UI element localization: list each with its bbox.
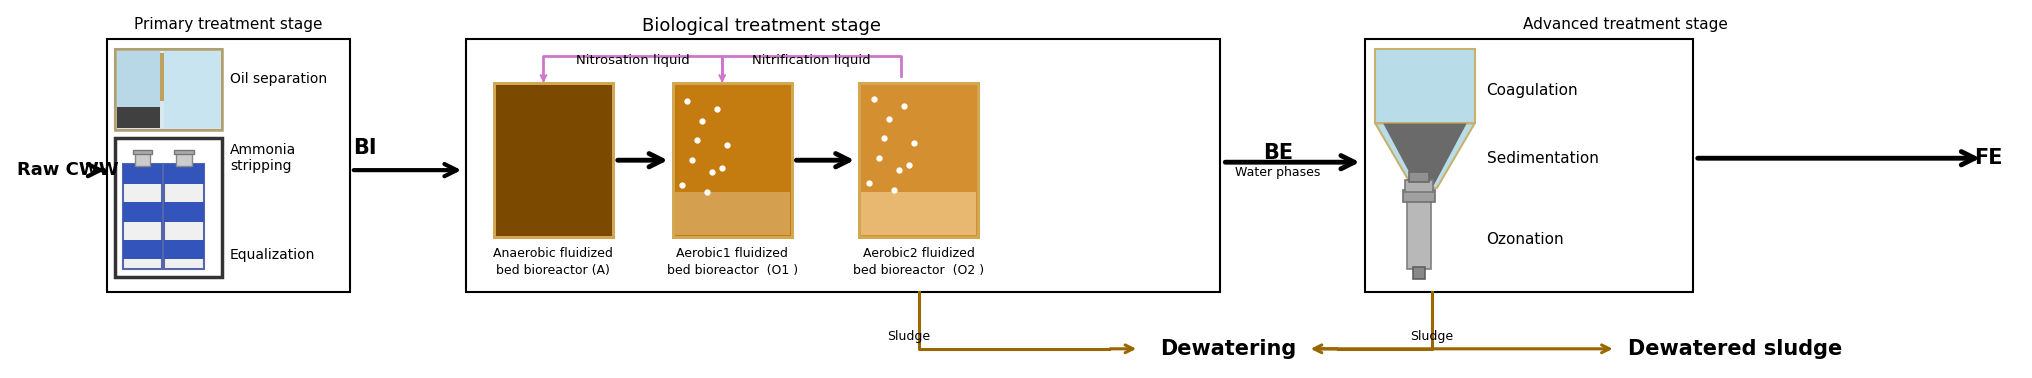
Bar [165,202,203,222]
Bar [165,164,203,270]
Polygon shape [1384,124,1467,185]
Text: Coagulation: Coagulation [1487,83,1579,98]
Bar [122,164,163,184]
Bar [165,51,219,129]
Bar [860,83,977,237]
Bar [177,152,193,166]
Text: Nitrosation liquid: Nitrosation liquid [575,54,689,67]
Bar [116,107,161,129]
Bar [1404,180,1433,192]
Bar [165,240,203,259]
Bar [175,150,195,154]
Polygon shape [1376,124,1475,188]
Bar [862,192,975,235]
Text: Sedimentation: Sedimentation [1487,151,1599,166]
Bar [122,164,163,270]
Text: Nitrification liquid: Nitrification liquid [752,54,872,67]
Bar [1406,200,1431,270]
Bar [673,83,792,237]
Bar [673,83,792,237]
Bar [114,138,221,277]
Text: BE: BE [1264,143,1292,163]
Text: Sludge: Sludge [1410,330,1453,343]
Text: Advanced treatment stage: Advanced treatment stage [1524,17,1727,32]
Text: Water phases: Water phases [1235,166,1321,179]
Bar [1376,49,1475,124]
Bar [494,83,614,237]
Bar [165,164,203,184]
Bar [1412,267,1424,279]
Text: Ammonia
stripping: Ammonia stripping [230,143,297,174]
Bar [161,53,165,101]
Text: BI: BI [354,138,376,158]
Text: Biological treatment stage: Biological treatment stage [642,17,882,35]
Bar [1404,190,1435,202]
Bar [114,49,221,130]
Bar [108,39,350,292]
Text: Raw CWW: Raw CWW [18,161,120,179]
Text: Ozonation: Ozonation [1487,232,1565,247]
Text: Primary treatment stage: Primary treatment stage [134,17,323,32]
Bar [465,39,1221,292]
Bar [132,150,152,154]
Text: Anaerobic fluidized
bed bioreactor (A): Anaerobic fluidized bed bioreactor (A) [494,246,614,277]
Bar [116,51,161,129]
Text: Aerobic1 fluidized
bed bioreactor  (O1 ): Aerobic1 fluidized bed bioreactor (O1 ) [666,246,799,277]
Text: Sludge: Sludge [888,330,931,343]
Text: FE: FE [1975,148,2004,168]
Text: Aerobic2 fluidized
bed bioreactor  (O2 ): Aerobic2 fluidized bed bioreactor (O2 ) [853,246,983,277]
Bar [675,192,790,235]
Bar [494,83,614,237]
Text: Oil separation: Oil separation [230,72,327,86]
Bar [122,202,163,222]
Bar [1408,172,1428,182]
Bar [122,240,163,259]
Bar [114,49,221,130]
Text: Dewatering: Dewatering [1160,339,1296,359]
Text: Equalization: Equalization [230,248,315,262]
Bar [134,152,150,166]
Text: Dewatered sludge: Dewatered sludge [1628,339,1841,359]
Bar [1366,39,1693,292]
Bar [860,83,977,237]
